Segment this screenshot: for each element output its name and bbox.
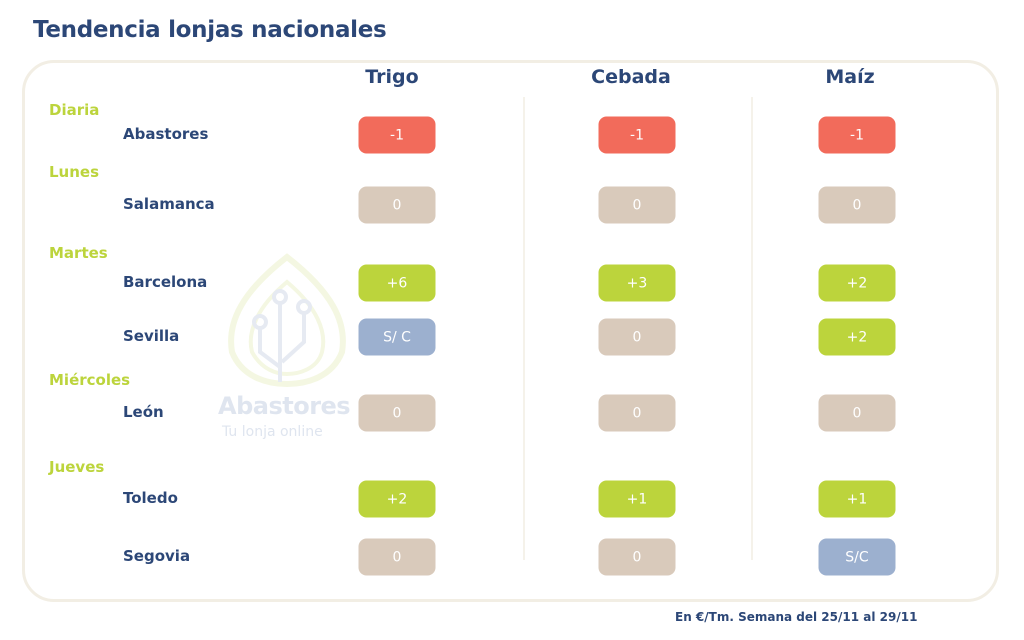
watermark-brand: Abastores	[218, 392, 351, 420]
day-label: Jueves	[49, 458, 105, 476]
trend-badge: -1	[358, 116, 436, 154]
page-title: Tendencia lonjas nacionales	[33, 17, 387, 43]
day-label: Diaria	[49, 101, 100, 119]
trend-badge: -1	[598, 116, 676, 154]
column-divider	[751, 97, 753, 560]
day-label: Lunes	[49, 163, 100, 181]
column-header: Trigo	[365, 66, 419, 88]
trend-badge: 0	[598, 318, 676, 356]
trend-badge: +2	[358, 480, 436, 518]
trend-badge: +1	[818, 480, 896, 518]
trend-badge: 0	[818, 186, 896, 224]
market-label: León	[123, 403, 164, 421]
trend-badge: 0	[358, 394, 436, 432]
trend-badge: S/C	[818, 538, 896, 576]
trend-badge: 0	[598, 394, 676, 432]
trend-badge: +6	[358, 264, 436, 302]
day-label: Miércoles	[49, 371, 131, 389]
market-label: Salamanca	[123, 195, 215, 213]
market-label: Segovia	[123, 547, 191, 565]
trend-card	[22, 60, 999, 602]
trend-badge: 0	[358, 538, 436, 576]
column-header: Cebada	[591, 66, 671, 88]
column-divider	[523, 97, 525, 560]
trend-badge: 0	[358, 186, 436, 224]
trend-badge: S/ C	[358, 318, 436, 356]
market-label: Barcelona	[123, 273, 208, 291]
trend-badge: 0	[598, 186, 676, 224]
trend-badge: -1	[818, 116, 896, 154]
market-label: Abastores	[123, 125, 209, 143]
market-label: Toledo	[123, 489, 178, 507]
column-header: Maíz	[825, 66, 875, 88]
trend-badge: +3	[598, 264, 676, 302]
trend-badge: 0	[818, 394, 896, 432]
trend-badge: +2	[818, 264, 896, 302]
abastores-logo-icon	[228, 253, 346, 387]
market-label: Sevilla	[123, 327, 180, 345]
trend-badge: +2	[818, 318, 896, 356]
trend-badge: +1	[598, 480, 676, 518]
day-label: Martes	[49, 244, 108, 262]
footer-note: En €/Tm. Semana del 25/11 al 29/11	[675, 610, 918, 624]
watermark-tagline: Tu lonja online	[222, 424, 323, 440]
trend-badge: 0	[598, 538, 676, 576]
